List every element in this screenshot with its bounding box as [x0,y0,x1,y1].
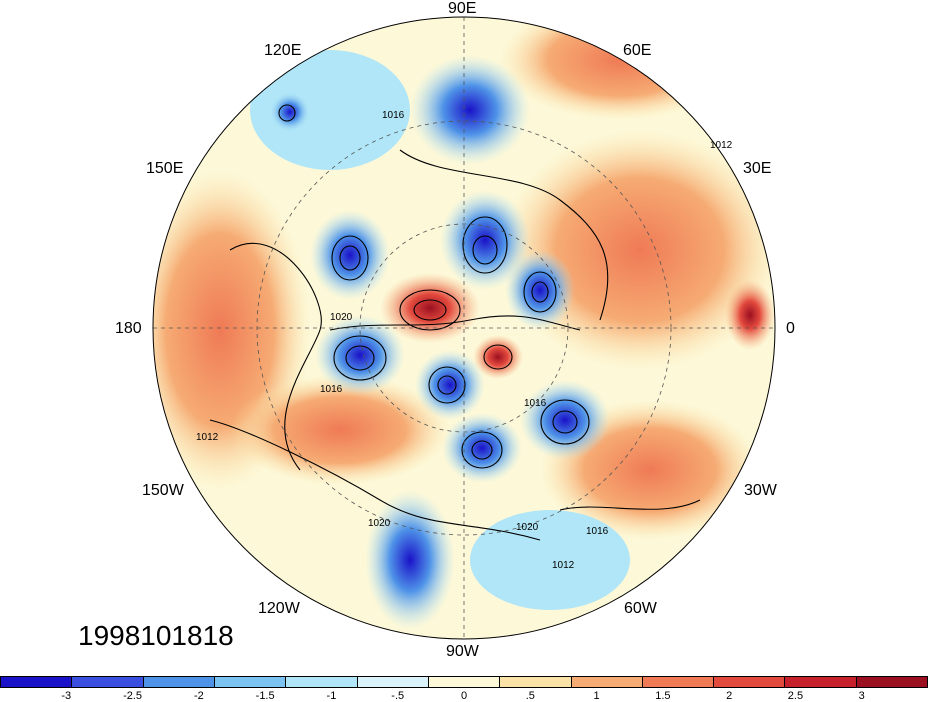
colorbar-tick-label: -.5 [391,690,405,702]
lon-label-30e: 30E [743,160,772,177]
colorbar-box [357,677,429,687]
colorbar-tick-label: -2.5 [123,690,143,702]
anomaly-field [153,17,775,639]
lon-label-120e: 120E [264,42,302,59]
isobar-label: 1016 [586,526,609,537]
isobar-label: 1012 [196,432,219,443]
colorbar-tick-label: -2 [193,690,204,702]
colorbar-tick-label: 2 [726,690,733,702]
isobar-label: 1012 [552,560,575,571]
colorbar-tick-label: -1 [326,690,337,702]
colorbar-tick-label: -3 [61,690,72,702]
isobar-label: 1020 [516,522,539,533]
isobar-label: 1016 [320,384,343,395]
lon-label-90w: 90W [446,643,479,660]
colorbar-tick-label: 3 [858,690,865,702]
colorbar-tick-label: 2.5 [787,690,804,702]
lon-label-60e: 60E [623,42,652,59]
colorbar-tick-label: -1.5 [255,690,275,702]
lon-label-150e: 150E [146,160,184,177]
colorbar-tick-label: 0 [460,690,468,702]
isobar-label: 1020 [368,518,391,529]
colorbar-box [428,677,501,687]
colorbar-tick-label: .5 [525,690,535,702]
colorbar-box [1,677,73,687]
lon-label-30w: 30W [744,482,777,499]
colorbar-box [642,677,715,687]
colorbar-tick-label: 1 [593,690,600,702]
colorbar-box [143,677,215,687]
colorbar-box [214,677,287,687]
colorbar-box [714,677,786,687]
lon-label-60w: 60W [624,600,657,617]
lat-lon-grid [153,17,775,639]
colorbar-box [286,677,358,687]
lon-label-120w: 120W [258,600,300,617]
isobar-label: 1016 [382,110,405,121]
date-stamp: 1998101818 [78,620,234,651]
lon-label-180: 180 [115,320,142,337]
colorbar [0,676,928,688]
colorbar-tick-label: 1.5 [655,690,671,702]
lon-label-150w: 150W [142,482,184,499]
lon-label-90e: 90E [448,0,477,17]
isobar-label: 1020 [330,312,353,323]
isobar-label: 1016 [524,398,547,409]
colorbar-box [571,677,643,687]
colorbar-box [72,677,144,687]
colorbar-box [856,677,928,687]
lon-label-0: 0 [786,320,795,337]
map-border [152,16,776,640]
isobar-label: 1012 [710,140,733,151]
colorbar-box [500,677,572,687]
colorbar-box [785,677,857,687]
